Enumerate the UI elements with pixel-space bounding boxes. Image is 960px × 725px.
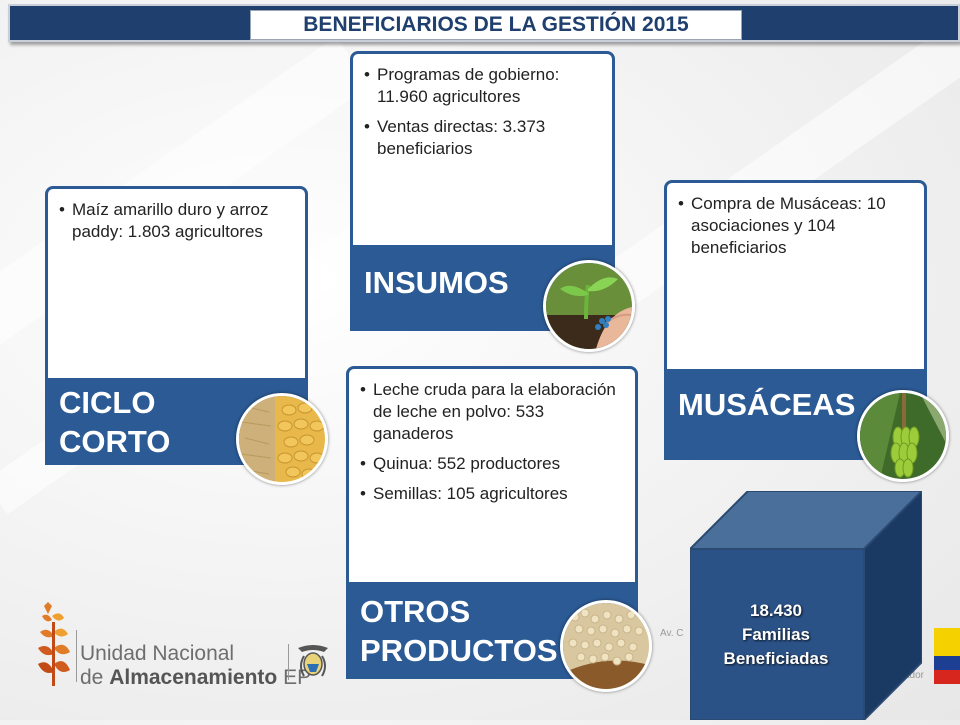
- unidad-nacional-logo: Unidad Nacional de Almacenamiento EP: [38, 602, 338, 689]
- quinoa-grains-photo: [560, 600, 652, 692]
- bullet-list: Compra de Musáceas: 10 asociaciones y 10…: [677, 193, 912, 259]
- list-item: Compra de Musáceas: 10 asociaciones y 10…: [678, 193, 912, 259]
- seedling-hand-photo: [543, 260, 635, 352]
- card-heading-line: PRODUCTOS: [360, 633, 558, 668]
- card-body: Leche cruda para la elaboración de leche…: [346, 366, 638, 582]
- flag-strip: [934, 628, 960, 684]
- list-item: Programas de gobierno: 11.960 agricultor…: [364, 64, 600, 108]
- list-item: Semillas: 105 agricultores: [360, 483, 623, 505]
- card-heading-line: OTROS: [360, 594, 471, 629]
- logo-divider: [288, 644, 289, 680]
- logo-line1: Unidad Nacional: [80, 642, 235, 665]
- card-body: Compra de Musáceas: 10 asociaciones y 10…: [664, 180, 927, 369]
- title-bar: BENEFICIARIOS DE LA GESTIÓN 2015: [8, 4, 960, 42]
- logo-line2-prefix: de: [80, 666, 110, 689]
- list-item: Maíz amarillo duro y arroz paddy: 1.803 …: [59, 199, 293, 243]
- bullet-list: Programas de gobierno: 11.960 agricultor…: [363, 64, 600, 160]
- cube-label: 18.430 Familias Beneficiadas: [690, 549, 862, 720]
- logo-line2-suffix: EP: [277, 666, 312, 689]
- coat-of-arms-icon: [298, 645, 328, 677]
- total-label-line: Beneficiadas: [723, 648, 829, 668]
- corn-kernels-photo: [236, 393, 328, 485]
- wheat-logo-icon: [38, 602, 70, 686]
- card-heading-line: CORTO: [59, 424, 171, 459]
- card-body: Maíz amarillo duro y arroz paddy: 1.803 …: [45, 186, 308, 378]
- cube-shape: [687, 488, 925, 723]
- bullet-list: Leche cruda para la elaboración de leche…: [359, 379, 623, 505]
- logo-divider: [76, 630, 77, 682]
- card-heading-line: INSUMOS: [364, 265, 509, 300]
- card-heading-line: CICLO: [59, 385, 156, 420]
- total-label-line: Familias: [741, 624, 811, 644]
- card-insumos: Programas de gobierno: 11.960 agricultor…: [350, 51, 615, 331]
- flag-red: [934, 670, 960, 684]
- total-beneficiaries-cube: 18.430 Familias Beneficiadas: [687, 488, 925, 723]
- list-item: Quinua: 552 productores: [360, 453, 623, 475]
- card-heading-line: MUSÁCEAS: [678, 387, 856, 422]
- total-value: 18.430: [750, 600, 802, 620]
- logo-line2: de Almacenamiento EP: [80, 666, 311, 690]
- footer-address-fragment: Av. C: [660, 628, 684, 639]
- card-body: Programas de gobierno: 11.960 agricultor…: [350, 51, 615, 245]
- flag-yellow: [934, 628, 960, 656]
- slide-title: BENEFICIARIOS DE LA GESTIÓN 2015: [250, 10, 742, 40]
- footer-fragment: ador: [904, 670, 925, 681]
- flag-blue: [934, 656, 960, 670]
- banana-bunch-photo: [857, 390, 949, 482]
- logo-line2-bold: Almacenamiento: [109, 666, 278, 689]
- bullet-list: Maíz amarillo duro y arroz paddy: 1.803 …: [58, 199, 293, 243]
- list-item: Ventas directas: 3.373 beneficiarios: [364, 116, 600, 160]
- list-item: Leche cruda para la elaboración de leche…: [360, 379, 623, 445]
